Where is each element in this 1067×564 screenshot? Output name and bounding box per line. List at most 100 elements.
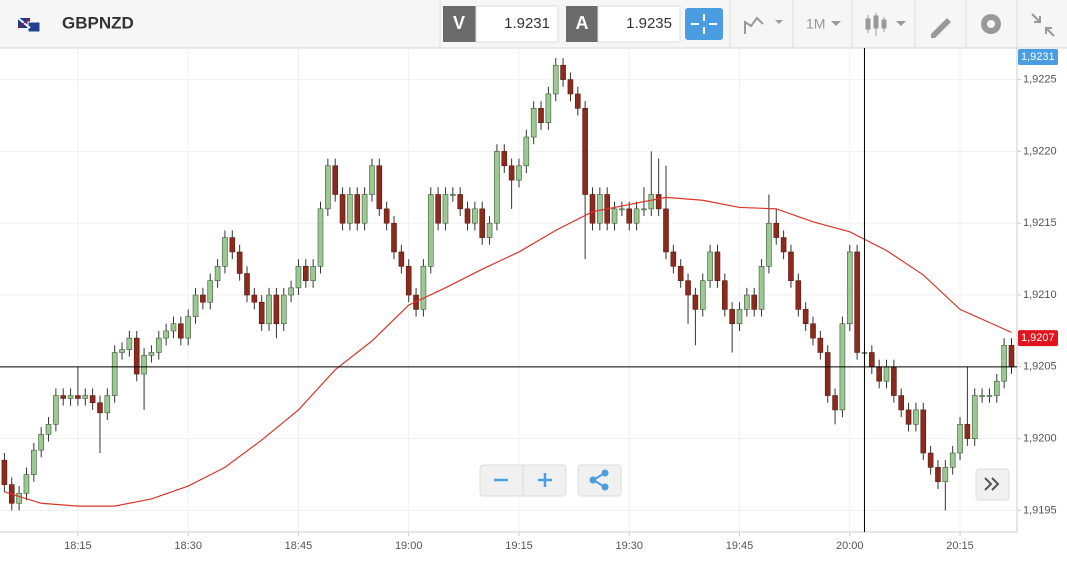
last-price-box [1018, 330, 1058, 347]
buy-button[interactable] [566, 6, 598, 42]
candle-body [854, 251, 860, 353]
candle-body [104, 395, 111, 414]
candle-body [288, 287, 294, 296]
candle-body [898, 395, 905, 411]
scroll-end-button[interactable] [975, 468, 1010, 501]
zoom-in[interactable] [538, 473, 552, 487]
candle-body [16, 492, 22, 504]
share-button[interactable] [577, 464, 622, 497]
candle-body [479, 208, 486, 238]
candle-body [993, 380, 1000, 396]
sell-price-box[interactable] [475, 5, 559, 43]
candle-body [53, 395, 59, 425]
candle-body [258, 301, 265, 325]
candle-body [619, 208, 625, 211]
timeframe-arrow [831, 21, 841, 26]
candle-body [200, 294, 206, 303]
collapse-button[interactable] [1031, 13, 1055, 37]
candle-body [38, 434, 44, 451]
candle-body [361, 194, 368, 224]
y-tick-label: 1,9215 [1023, 217, 1057, 229]
candle-body [641, 208, 647, 211]
crosshair-button[interactable] [685, 8, 723, 40]
candle-body [574, 93, 581, 109]
buy-price-box[interactable] [597, 5, 681, 43]
candle-body [60, 395, 67, 399]
candle-body [170, 323, 177, 332]
plot: 1,9195 1,9200 1,9205 1,9210 1,9215 1,9220 1,92… [0, 48, 1058, 552]
settings-button[interactable] [981, 14, 1001, 34]
candle-body [707, 251, 713, 281]
candle-body [567, 79, 574, 95]
candle-body [986, 395, 993, 397]
candle-body [501, 151, 508, 167]
candle-body [31, 449, 37, 475]
candle-body [589, 194, 596, 224]
candle-body [1, 459, 8, 485]
moving-average [4, 196, 1012, 507]
candle-body [957, 423, 963, 454]
y-tick-label: 1,9205 [1023, 361, 1057, 373]
candle-body [119, 349, 125, 353]
candle-body [111, 352, 118, 396]
candle-body [795, 280, 802, 310]
candle-body [214, 266, 221, 281]
candle-body [222, 237, 228, 267]
candle-body [516, 165, 522, 181]
candle-body [369, 165, 375, 195]
candle-body [383, 208, 390, 224]
candle-body [530, 108, 537, 138]
candle-body [663, 208, 669, 253]
candle-body [869, 352, 875, 368]
candle-body [97, 402, 103, 414]
candle-body [325, 165, 331, 210]
sell-price: 1.9231 [504, 15, 550, 32]
candle-body [141, 355, 147, 375]
candle-body [405, 266, 412, 296]
candle-body [964, 423, 971, 439]
candle-body [685, 280, 691, 296]
candle-body [758, 266, 765, 310]
candle-body [891, 366, 897, 396]
timeframe[interactable]: 1M [806, 16, 825, 32]
candle-body [126, 337, 133, 350]
candle-body [442, 194, 449, 224]
candle-body [494, 151, 500, 224]
candle-body [280, 294, 287, 325]
candle-body [633, 208, 640, 224]
candle-body [1001, 344, 1007, 382]
candle-body [244, 273, 250, 296]
candle-body [788, 251, 794, 281]
candle-body [398, 251, 405, 267]
candle-type-button[interactable] [865, 13, 906, 36]
candle-body [420, 266, 427, 310]
candle-body [391, 222, 397, 253]
candle-body [846, 251, 853, 325]
candle-body [450, 194, 456, 196]
scroll-end-icon [984, 477, 1000, 491]
y-tick-label: 1,9210 [1023, 289, 1057, 301]
candle-body [435, 194, 441, 224]
candle-body [722, 280, 728, 310]
candle-body [714, 251, 721, 281]
chart-type-button[interactable] [744, 16, 783, 34]
share-icon [589, 469, 609, 491]
candle-body [597, 194, 603, 224]
candle-body [552, 64, 559, 95]
zoom-controls [479, 464, 622, 497]
candle-body [266, 294, 272, 325]
candle-body [523, 136, 530, 167]
candle-body [192, 294, 199, 317]
candle-body [648, 194, 655, 210]
candle-body [979, 395, 985, 397]
last-price-label: 1,9207 [1021, 332, 1055, 344]
candle-body [317, 208, 324, 267]
candle-body [655, 194, 662, 210]
candle-body [883, 366, 890, 382]
candle-body [780, 237, 787, 253]
x-tick-label: 19:30 [615, 540, 643, 552]
sell-button[interactable] [443, 6, 476, 42]
draw-button[interactable] [931, 18, 951, 38]
candle-body [457, 194, 463, 210]
